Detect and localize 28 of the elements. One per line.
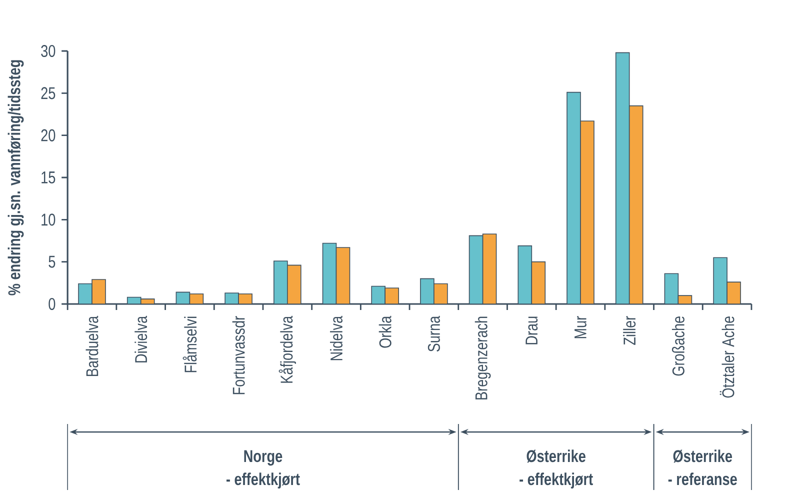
y-tick-label: 20 [41,129,56,142]
text: - effektkjørt [520,472,593,489]
text: Norge [244,450,282,466]
text: Østerrike [526,450,586,463]
y-tick-label: 10 [42,214,56,226]
x-tick-label: Surna [428,316,440,352]
y-tick-label: 0 [48,298,56,310]
x-tick-label: Bregenzerach [474,316,491,400]
x-tick-label: Kåfjordelva [278,316,296,383]
x-tick-label: Großache [672,316,684,376]
x-tick-label: Mur [574,316,586,338]
y-axis-title: % endring gj.sn. vannføring/tidssteg [8,60,24,296]
x-tick-label: Divielva [134,316,148,362]
y-tick-label: 5 [48,256,56,268]
x-tick-label: Barduelva [86,316,98,376]
text: Østerrike [673,450,732,463]
y-tick-label: 15 [42,172,56,184]
text: - referanse [668,472,737,486]
x-tick-label: Orkla [378,316,392,348]
y-tick-label: 30 [41,44,56,58]
x-tick-label: Fortunvassdr [232,316,245,394]
x-tick-label: Ötztaler Ache [720,316,734,398]
text: - effektkjørt [226,472,300,489]
x-tick-label: Drau [526,316,538,344]
y-tick-label: 25 [41,87,56,100]
x-tick-label: Ziller [623,316,636,345]
x-tick-label: Nidelva [330,316,342,360]
x-tick-label: Flåmselvi [182,316,197,372]
